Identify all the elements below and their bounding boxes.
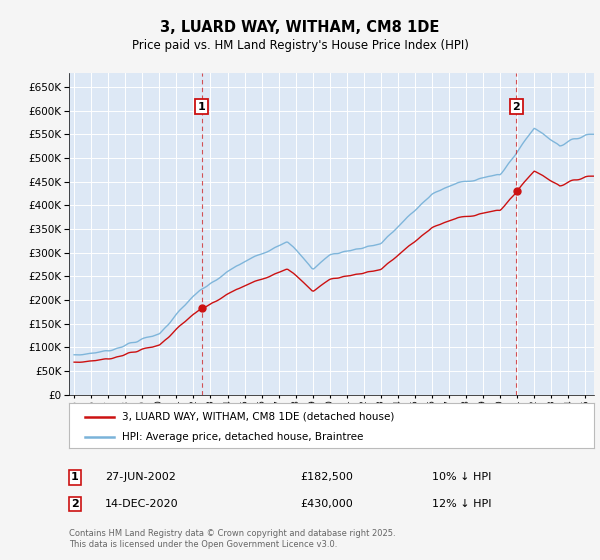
Text: £430,000: £430,000 — [300, 499, 353, 509]
Text: 10% ↓ HPI: 10% ↓ HPI — [432, 472, 491, 482]
Text: 12% ↓ HPI: 12% ↓ HPI — [432, 499, 491, 509]
Text: HPI: Average price, detached house, Braintree: HPI: Average price, detached house, Brai… — [121, 432, 363, 442]
Text: 27-JUN-2002: 27-JUN-2002 — [105, 472, 176, 482]
Text: 3, LUARD WAY, WITHAM, CM8 1DE: 3, LUARD WAY, WITHAM, CM8 1DE — [160, 20, 440, 35]
Text: £182,500: £182,500 — [300, 472, 353, 482]
Text: 1: 1 — [198, 101, 206, 111]
Text: Contains HM Land Registry data © Crown copyright and database right 2025.
This d: Contains HM Land Registry data © Crown c… — [69, 529, 395, 549]
Text: 3, LUARD WAY, WITHAM, CM8 1DE (detached house): 3, LUARD WAY, WITHAM, CM8 1DE (detached … — [121, 412, 394, 422]
Text: 2: 2 — [71, 499, 79, 509]
Text: 1: 1 — [71, 472, 79, 482]
Text: 14-DEC-2020: 14-DEC-2020 — [105, 499, 179, 509]
Text: 2: 2 — [512, 101, 520, 111]
Text: Price paid vs. HM Land Registry's House Price Index (HPI): Price paid vs. HM Land Registry's House … — [131, 39, 469, 52]
